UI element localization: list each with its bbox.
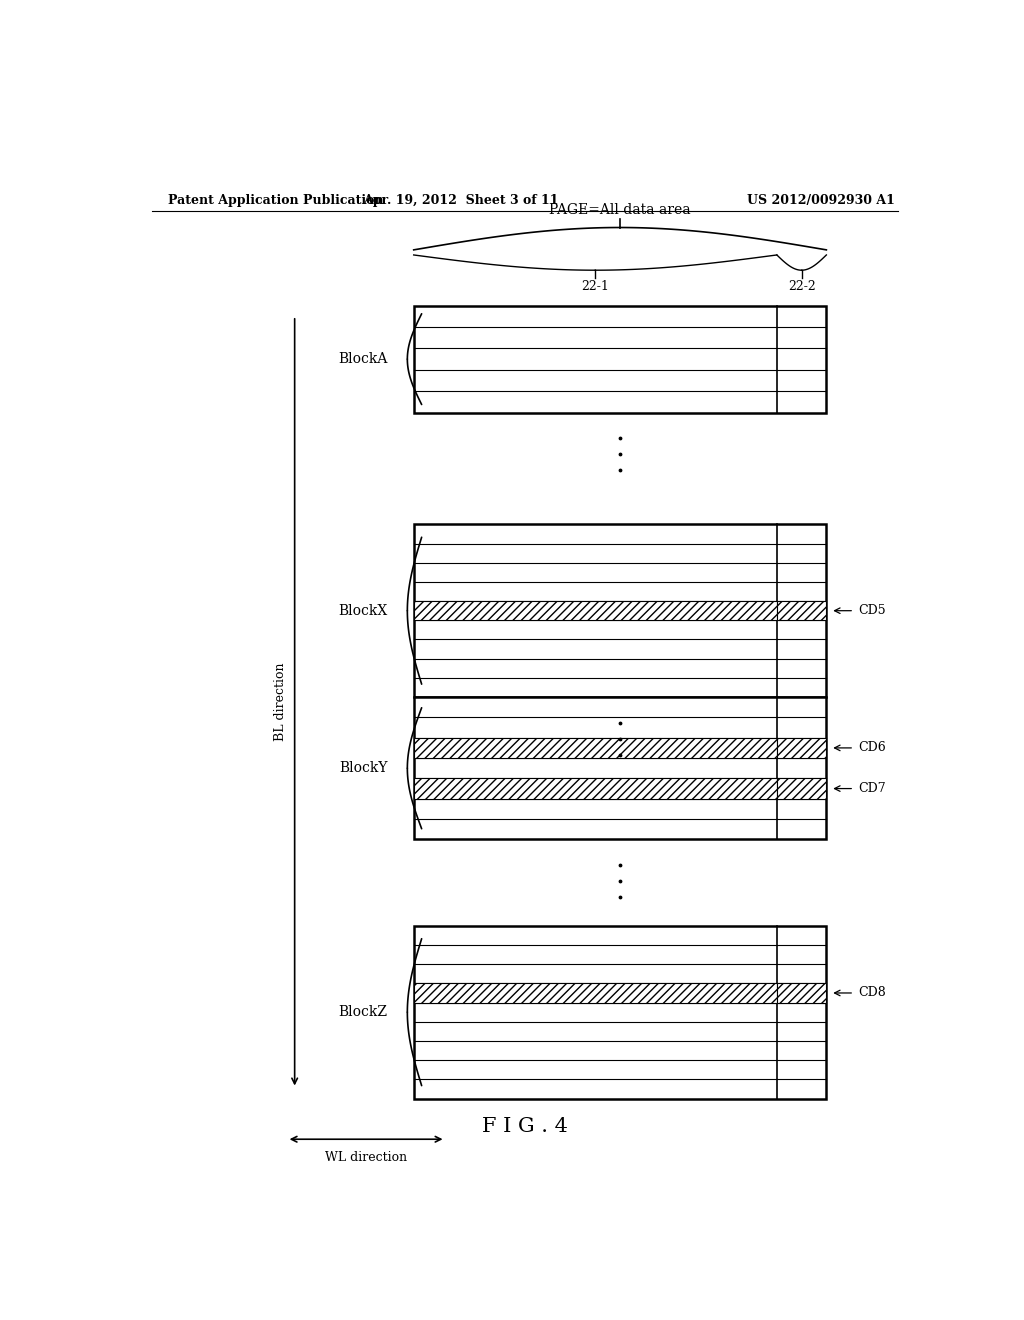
Text: Patent Application Publication: Patent Application Publication	[168, 194, 383, 207]
Text: Apr. 19, 2012  Sheet 3 of 11: Apr. 19, 2012 Sheet 3 of 11	[364, 194, 559, 207]
Bar	[777, 983, 826, 1003]
Text: BlockY: BlockY	[339, 762, 387, 775]
Text: F I G . 4: F I G . 4	[482, 1117, 567, 1135]
Text: PAGE=All data area: PAGE=All data area	[549, 203, 691, 218]
Text: BlockA: BlockA	[338, 352, 387, 366]
Bar	[777, 779, 826, 799]
Bar	[414, 925, 826, 1098]
Text: US 2012/0092930 A1: US 2012/0092930 A1	[748, 194, 895, 207]
Text: BlockZ: BlockZ	[339, 1005, 387, 1019]
Text: 22-2: 22-2	[787, 280, 815, 293]
Text: CD8: CD8	[858, 986, 886, 999]
Text: CD7: CD7	[858, 781, 886, 795]
Bar	[414, 601, 777, 620]
Bar	[414, 524, 826, 697]
Text: WL direction: WL direction	[325, 1151, 408, 1164]
Text: CD6: CD6	[858, 742, 886, 755]
Bar	[777, 601, 826, 620]
Bar	[414, 779, 777, 799]
Text: BL direction: BL direction	[273, 663, 287, 742]
Bar	[414, 738, 777, 758]
Text: BlockX: BlockX	[338, 603, 387, 618]
Text: CD5: CD5	[858, 605, 886, 618]
Bar	[777, 738, 826, 758]
Bar	[414, 306, 826, 412]
Bar	[414, 697, 826, 840]
Text: 22-1: 22-1	[582, 280, 609, 293]
Bar	[414, 983, 777, 1003]
